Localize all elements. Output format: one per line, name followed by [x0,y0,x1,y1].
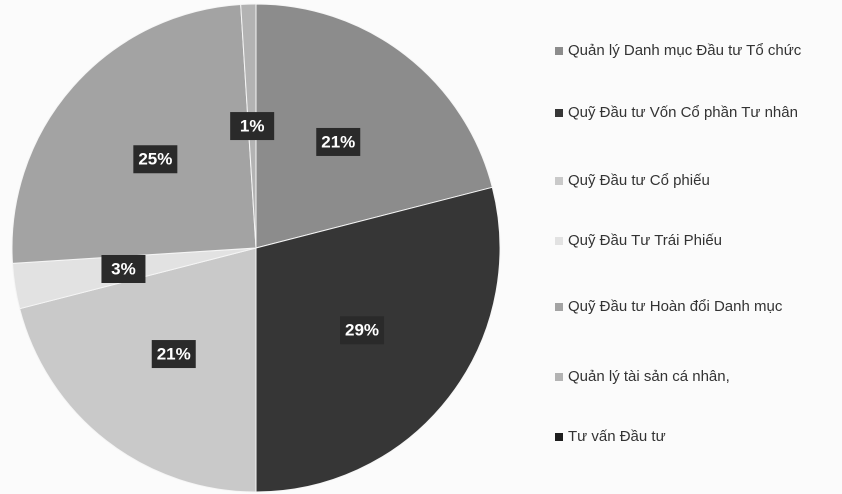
pie-slice [255,3,493,249]
legend-marker [555,237,563,245]
data-label: 29% [345,321,379,340]
pie-slice [11,3,257,264]
data-label-box [101,254,146,283]
data-label-box [316,127,361,156]
data-label: 1% [240,117,265,136]
legend-marker [555,373,563,381]
legend-marker [555,303,563,311]
pie-slice [19,247,257,493]
legend-item: Quỹ Đầu tư Hoàn đổi Danh mục [555,298,842,316]
legend-item: Quỹ Đầu tư Cổ phiếu [555,172,842,190]
legend-label: Quản lý tài sản cá nhân, [568,368,730,385]
legend-item: Quỹ Đầu Tư Trái Phiếu [555,232,842,250]
data-label-box [230,112,275,141]
data-label-box [340,316,385,345]
data-label-box [133,145,178,174]
data-label: 21% [321,132,355,151]
data-label: 3% [111,259,136,278]
data-label: 25% [138,150,172,169]
legend-item: Tư vấn Đầu tư [555,428,842,446]
legend-label: Quỹ Đầu tư Cổ phiếu [568,172,710,189]
data-label-box [151,340,196,369]
legend-item: Quỹ Đầu tư Vốn Cổ phần Tư nhân [555,104,842,122]
legend-label: Tư vấn Đầu tư [568,428,666,445]
legend-marker [555,47,563,55]
legend-label: Quỹ Đầu tư Vốn Cổ phần Tư nhân [568,104,798,121]
legend-marker [555,177,563,185]
legend-marker [555,433,563,441]
legend-label: Quỹ Đầu tư Hoàn đổi Danh mục [568,298,783,315]
legend-item: Quản lý Danh mục Đầu tư Tổ chức [555,42,842,60]
legend-label: Quản lý Danh mục Đầu tư Tổ chức [568,42,802,59]
data-label: 21% [157,345,191,364]
legend-marker [555,109,563,117]
legend-item: Quản lý tài sản cá nhân, [555,368,842,386]
legend-label: Quỹ Đầu Tư Trái Phiếu [568,232,722,249]
